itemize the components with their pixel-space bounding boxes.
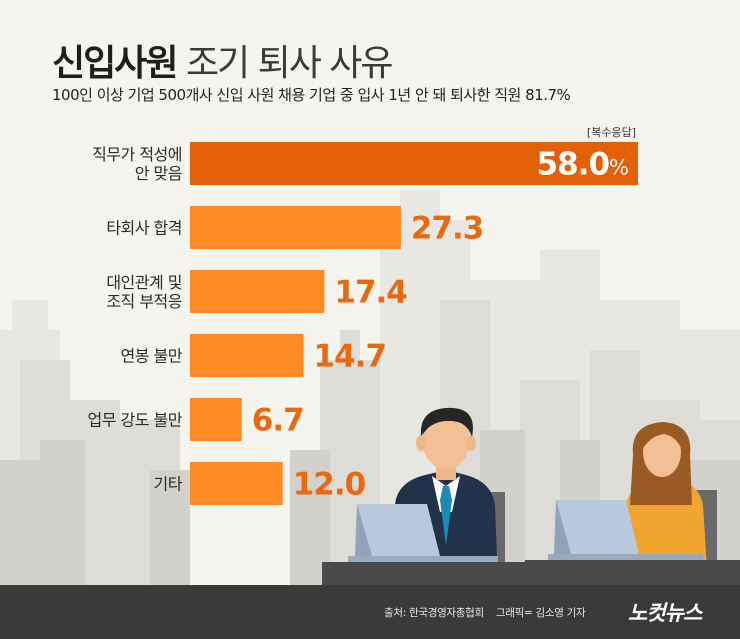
woman-desk (525, 500, 740, 585)
bar-chart: 직무가 적성에 안 맞음 58.0% 타회사 합격 27.3 대인관계 및 조직 부적응 17… (88, 142, 638, 505)
category-label-3: 연봉 불만 (121, 347, 183, 366)
value-label-4: 6.7 (252, 403, 304, 439)
category-label-0: 직무가 적성에 안 맞음 (92, 145, 182, 183)
value-label-0: 58.0% (537, 147, 629, 183)
page-title: 신입사원 조기 퇴사 사유 (52, 34, 394, 86)
category-label-4: 업무 강도 불만 (88, 411, 183, 430)
value-label-2: 17.4 (334, 275, 407, 311)
page-subtitle: 100인 이상 기업 500개사 신입 사원 채용 기업 중 입사 1년 안 돼… (52, 86, 571, 104)
value-label-3: 14.7 (314, 339, 387, 375)
title-emphasis: 신입사원 (52, 43, 178, 84)
category-label-1: 타회사 합격 (106, 219, 182, 238)
category-label-2: 대인관계 및 조직 부적응 (106, 273, 182, 311)
title-rest: 조기 퇴사 사유 (185, 43, 394, 84)
bar-0 (190, 142, 638, 185)
bar-4 (190, 398, 242, 441)
category-label-5: 기타 (154, 475, 183, 494)
bar-2 (190, 270, 325, 313)
footer-bar: 출처: 한국경영자총협회 그래픽= 김소영 기자 노컷뉴스 (0, 585, 740, 639)
multiple-response-note: [복수응답] (586, 126, 636, 139)
bar-3 (190, 334, 304, 377)
bar-1 (190, 206, 401, 249)
graphic-credit: 그래픽= 김소영 기자 (495, 607, 586, 619)
nocut-news-logo: 노컷뉴스 (628, 601, 702, 625)
city-office-illustration (0, 190, 740, 585)
value-label-5: 12.0 (293, 467, 366, 503)
value-label-1: 27.3 (411, 211, 484, 247)
bar-5 (190, 462, 283, 505)
man-desk (322, 504, 532, 585)
credit-line: 출처: 한국경영자총협회 그래픽= 김소영 기자 (384, 605, 586, 620)
source-credit: 출처: 한국경영자총협회 (384, 607, 484, 619)
